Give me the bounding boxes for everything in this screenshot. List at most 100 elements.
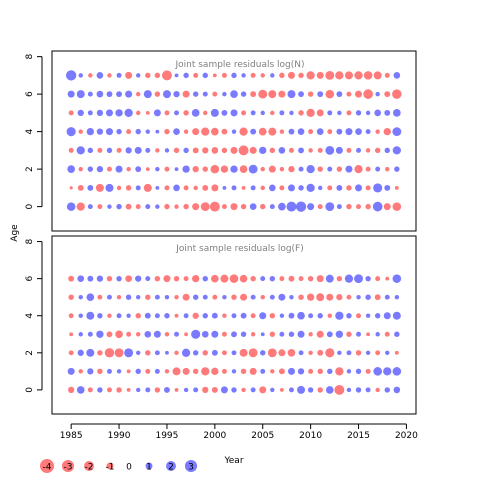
residual-bubble <box>106 147 113 154</box>
residual-bubble <box>68 386 75 394</box>
residual-bubble <box>393 386 401 394</box>
panel-top-frame <box>51 50 417 232</box>
residual-bubble <box>317 368 323 375</box>
residual-bubble <box>384 184 391 191</box>
residual-bubble <box>77 109 84 117</box>
residual-bubble <box>164 128 170 135</box>
residual-bubble <box>97 368 103 375</box>
residual-bubble <box>231 369 237 374</box>
residual-bubble <box>106 91 113 98</box>
residual-bubble <box>250 110 256 116</box>
residual-bubble <box>383 203 391 211</box>
residual-bubble <box>174 313 179 318</box>
residual-bubble <box>87 275 94 282</box>
residual-bubble <box>270 73 275 78</box>
residual-bubble <box>200 202 210 212</box>
residual-bubble <box>67 90 75 98</box>
residual-bubble <box>268 127 277 136</box>
residual-bubble <box>356 294 361 300</box>
residual-bubble <box>336 184 343 191</box>
residual-bubble <box>69 332 74 337</box>
residual-bubble <box>260 368 266 374</box>
residual-bubble <box>221 331 227 337</box>
legend-label: 2 <box>168 463 174 473</box>
residual-bubble <box>345 128 353 136</box>
residual-bubble <box>392 127 402 137</box>
residual-bubble <box>346 147 352 153</box>
residual-bubble <box>183 387 189 393</box>
residual-bubble <box>125 147 132 154</box>
legend-label: 1 <box>146 463 152 473</box>
residual-bubble <box>250 185 256 191</box>
legend-bubble <box>184 459 198 473</box>
residual-bubble <box>136 294 141 300</box>
residual-bubble <box>125 203 132 210</box>
residual-bubble <box>336 166 343 172</box>
residual-bubble <box>155 166 160 172</box>
residual-bubble <box>336 128 343 135</box>
residual-bubble <box>289 147 294 153</box>
residual-bubble <box>97 294 103 300</box>
residual-bubble <box>335 330 344 338</box>
legend: -4 -3 -2 -1 0 1 2 3 <box>40 459 198 473</box>
residual-bubble <box>105 128 113 136</box>
residual-bubble <box>145 129 150 134</box>
residual-bubble <box>222 91 227 97</box>
residual-bubble <box>211 312 218 319</box>
residual-bubble <box>325 89 335 99</box>
residual-bubble <box>384 294 390 300</box>
residual-bubble <box>212 91 218 97</box>
residual-bubble <box>393 72 401 79</box>
residual-bubble <box>288 331 295 337</box>
residual-bubble <box>230 203 238 211</box>
residual-bubble <box>316 109 324 117</box>
residual-bubble <box>316 275 324 283</box>
residual-bubble <box>298 294 304 300</box>
residual-bubble <box>354 164 363 174</box>
residual-bubble <box>298 350 304 356</box>
residual-bubble <box>86 127 94 136</box>
residual-bubble <box>346 203 352 210</box>
residual-bubble <box>289 110 294 116</box>
residual-bubble <box>298 91 304 98</box>
residual-bubble <box>355 368 362 375</box>
residual-bubble <box>76 90 85 99</box>
residual-bubble <box>193 185 198 191</box>
residual-bubble <box>297 385 306 394</box>
y-tick-label: 0 <box>25 203 35 209</box>
residual-bubble <box>116 313 122 319</box>
residual-bubble <box>104 348 115 358</box>
residual-bubble <box>279 276 285 282</box>
legend-label: -2 <box>85 463 94 473</box>
residual-bubble <box>114 348 124 358</box>
residual-bubble <box>375 332 380 337</box>
residual-bubble <box>116 72 122 78</box>
residual-bubble <box>126 331 132 337</box>
residual-bubble <box>344 71 353 80</box>
panel-top-title: Joint sample residuals log(N) <box>174 60 304 70</box>
residual-bubble <box>174 294 179 300</box>
residual-bubble <box>317 313 323 319</box>
residual-bubble <box>136 387 141 393</box>
residual-bubble <box>154 313 160 319</box>
residual-bubble <box>317 349 324 356</box>
residual-bubble <box>327 368 333 375</box>
residual-bubble <box>270 110 275 116</box>
residual-bubble <box>182 367 190 375</box>
residual-bubble <box>363 71 373 80</box>
residual-bubble <box>346 294 352 300</box>
residual-bubble <box>363 89 373 99</box>
residual-bubble <box>107 313 112 318</box>
residual-bubble <box>77 184 84 191</box>
residual-bubble <box>298 147 304 154</box>
residual-bubble <box>307 275 314 282</box>
residual-bubble <box>392 311 401 320</box>
residual-bubble <box>365 110 371 116</box>
residual-bubble <box>155 185 160 190</box>
residual-bubble <box>202 72 208 79</box>
residual-bubble <box>286 201 297 212</box>
residual-bubble <box>183 276 189 282</box>
residual-bubble <box>66 127 76 137</box>
residual-bubble <box>136 110 141 116</box>
residual-bubble <box>96 128 104 135</box>
